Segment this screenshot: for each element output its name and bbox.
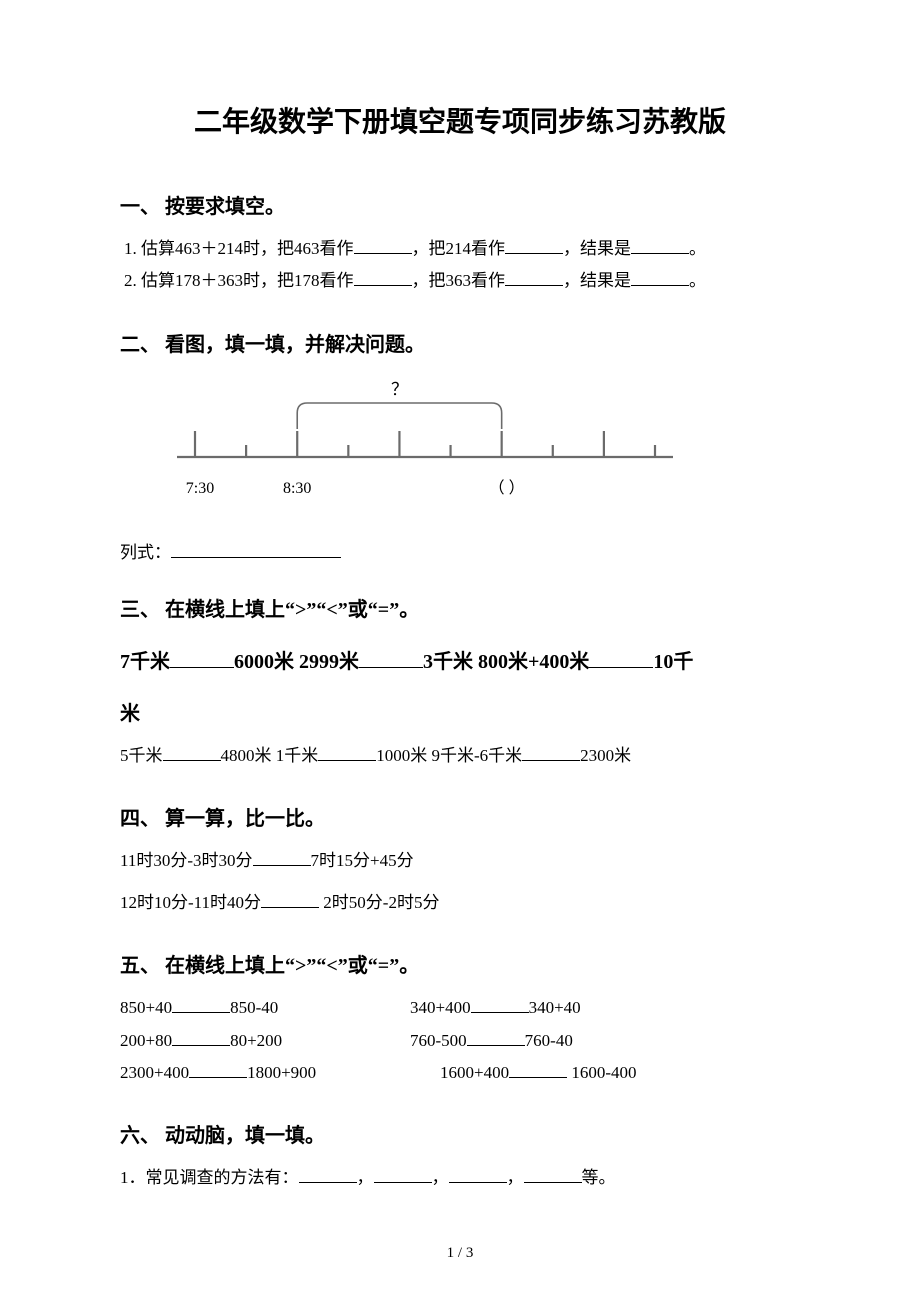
blank (505, 268, 563, 287)
s5r2-r2: 760-40 (525, 1031, 573, 1050)
s3-lb4: 2300米 (580, 746, 631, 765)
s5r2-l1: 200+80 (120, 1031, 172, 1050)
svg-text:（ ）: （ ） (489, 479, 525, 497)
s5r1-l1: 850+40 (120, 998, 172, 1017)
blank (354, 235, 412, 254)
section-6-q1: 1．常见调查的方法有： ， ， ， 等。 (120, 1162, 800, 1194)
s3-bold-a1: 7千米 (120, 651, 170, 673)
blank (253, 847, 311, 866)
s1-q1-text-c: ，结果是 (563, 239, 631, 258)
s4-r2b: 2时50分-2时5分 (319, 893, 439, 912)
blank (299, 1165, 357, 1184)
s3-bold-a2: 6000米 2999米 (234, 651, 359, 673)
blank (374, 1165, 432, 1184)
section-4-row1: 11时30分-3时30分 7时15分+45分 (120, 845, 800, 877)
blank (163, 742, 221, 761)
blank (172, 1027, 230, 1046)
s1-q1-text-d: 。 (689, 239, 706, 258)
page-number: 1 / 3 (120, 1245, 800, 1262)
s3-bold-a3: 3千米 800米+400米 (423, 651, 589, 673)
s5r3-l1: 2300+400 (120, 1063, 189, 1082)
s6-q1e: 等。 (582, 1168, 616, 1187)
section-4-heading: 四、 算一算，比一比。 (120, 802, 800, 831)
s6-q1b: ， (357, 1168, 374, 1187)
blank (471, 995, 529, 1014)
s5r1-r1: 340+400 (410, 998, 471, 1017)
blank (189, 1059, 247, 1078)
section-3-line-b: 5千米 4800米 1千米 1000米 9千米-6千米 2300米 (120, 740, 800, 772)
s5r2-l2: 80+200 (230, 1031, 282, 1050)
s1-q2-text-b: ，把363看作 (412, 271, 506, 290)
s3-lb1: 5千米 (120, 746, 163, 765)
s5r2-r1: 760-500 (410, 1031, 467, 1050)
blank (261, 890, 319, 909)
s5r3-r2: 1600-400 (567, 1063, 636, 1082)
s3-lb3: 1000米 9千米-6千米 (376, 746, 522, 765)
s1-q1-text-a: 1. 估算463＋214时，把463看作 (124, 239, 354, 258)
svg-text:7:30: 7:30 (186, 480, 214, 497)
blank-long (171, 539, 341, 558)
blank (524, 1165, 582, 1184)
section-3-heading: 三、 在横线上填上“>”“<”或“=”。 (120, 593, 800, 622)
s3-lb2: 4800米 1千米 (221, 746, 319, 765)
blank (318, 742, 376, 761)
section-3-boldline-cont: 米 (120, 688, 800, 740)
blank (354, 268, 412, 287)
svg-text:8:30: 8:30 (283, 480, 311, 497)
blank (631, 268, 689, 287)
section-6-heading: 六、 动动脑，填一填。 (120, 1119, 800, 1148)
s6-q1a: 1．常见调查的方法有： (120, 1168, 299, 1187)
blank (449, 1165, 507, 1184)
number-line-svg: ？ 7:30 8:30 （ ） (160, 375, 680, 515)
section-5-row3: 2300+400 1800+900 1600+400 1600-400 (120, 1057, 800, 1089)
section-5-row2: 200+80 80+200 760-500 760-40 (120, 1025, 800, 1057)
doc-title: 二年级数学下册填空题专项同步练习苏教版 (120, 100, 800, 140)
s4-r1a: 11时30分-3时30分 (120, 851, 253, 870)
equation-row: 列式： (120, 538, 800, 563)
section-4-row2: 12时10分-11时40分 2时50分-2时5分 (120, 887, 800, 919)
s3-bold-a5: 米 (120, 703, 140, 725)
blank (467, 1027, 525, 1046)
s5r3-l2: 1800+900 (247, 1063, 316, 1082)
section-1-heading: 一、 按要求填空。 (120, 190, 800, 219)
s4-r1b: 7时15分+45分 (311, 851, 414, 870)
blank (509, 1059, 567, 1078)
section-5-row1: 850+40 850-40 340+400 340+40 (120, 992, 800, 1024)
section-5-heading: 五、 在横线上填上“>”“<”或“=”。 (120, 949, 800, 978)
number-line-diagram: ？ 7:30 8:30 （ ） (160, 375, 680, 520)
s6-q1c: ， (432, 1168, 449, 1187)
section-3-boldline: 7千米 6000米 2999米 3千米 800米+400米 10千 (120, 636, 800, 688)
svg-text:？: ？ (391, 380, 408, 399)
blank (170, 646, 234, 668)
blank (522, 742, 580, 761)
s1-q2-text-c: ，结果是 (563, 271, 631, 290)
s1-q2-text-a: 2. 估算178＋363时，把178看作 (124, 271, 354, 290)
s5r1-r2: 340+40 (529, 998, 581, 1017)
blank (505, 235, 563, 254)
s1-q1-text-b: ，把214看作 (412, 239, 506, 258)
s4-r2a: 12时10分-11时40分 (120, 893, 261, 912)
equation-label: 列式： (120, 543, 171, 562)
s5r3-r1: 1600+400 (440, 1063, 509, 1082)
blank (172, 995, 230, 1014)
s5r1-l2: 850-40 (230, 998, 278, 1017)
s1-q2-text-d: 。 (689, 271, 706, 290)
blank (359, 646, 423, 668)
section-1-q1: 1. 估算463＋214时，把463看作 ，把214看作 ，结果是 。 (120, 233, 800, 265)
blank (631, 235, 689, 254)
section-2-heading: 二、 看图，填一填，并解决问题。 (120, 328, 800, 357)
section-1-q2: 2. 估算178＋363时，把178看作 ，把363看作 ，结果是 。 (120, 265, 800, 297)
s6-q1d: ， (507, 1168, 524, 1187)
s3-bold-a4: 10千 (653, 651, 693, 673)
blank (589, 646, 653, 668)
